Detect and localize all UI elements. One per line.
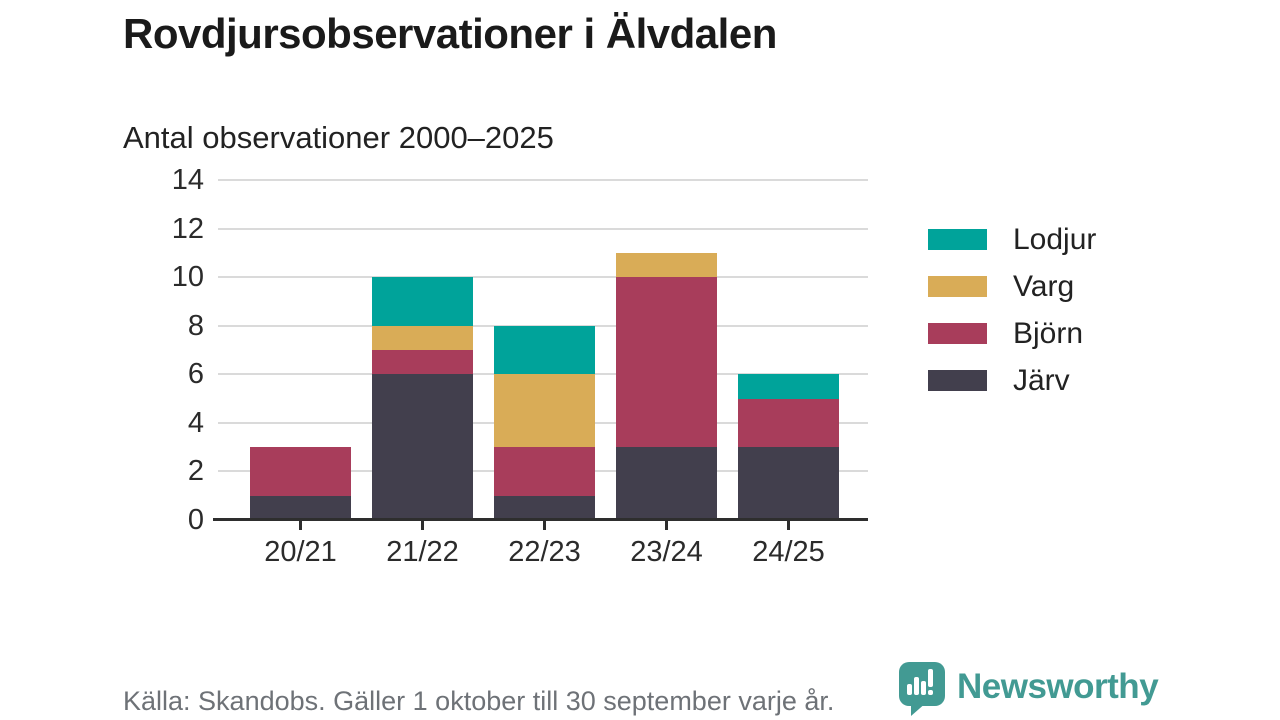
legend-swatch: [928, 229, 987, 250]
x-axis-tick-label: 24/25: [752, 536, 825, 568]
x-axis-line: [213, 518, 868, 521]
x-axis-tick-mark: [299, 520, 302, 530]
bar-segment-björn-22-23: [494, 447, 595, 496]
x-axis-tick-mark: [787, 520, 790, 530]
gridline: [218, 227, 868, 230]
bar-segment-lodjur-21-22: [372, 277, 473, 326]
legend-item-järv: Järv: [928, 363, 1096, 398]
legend-label: Järv: [1013, 363, 1070, 397]
x-axis-tick-label: 20/21: [264, 536, 337, 568]
bar-segment-varg-21-22: [372, 325, 473, 350]
bar-segment-järv-20-21: [250, 495, 351, 520]
x-axis-tick-label: 22/23: [508, 536, 581, 568]
source-note: Källa: Skandobs. Gäller 1 oktober till 3…: [123, 686, 835, 716]
y-axis-tick-label: 8: [187, 309, 204, 342]
gridline: [218, 324, 868, 327]
legend-label: Varg: [1013, 269, 1075, 303]
y-axis-tick-label: 14: [171, 164, 204, 196]
legend-item-björn: Björn: [928, 316, 1096, 351]
gridline: [218, 373, 868, 376]
bar-segment-varg-22-23: [494, 374, 595, 448]
bar-segment-järv-24-25: [738, 447, 839, 520]
y-axis-tick-label: 0: [187, 504, 204, 536]
y-axis-tick-label: 4: [187, 406, 204, 439]
newsworthy-logo-icon: [899, 662, 945, 716]
y-axis-tick-label: 6: [187, 358, 204, 391]
legend-item-lodjur: Lodjur: [928, 222, 1096, 257]
x-axis-tick-label: 21/22: [386, 536, 459, 568]
y-axis-tick-label: 2: [187, 455, 204, 488]
x-axis-tick-label: 23/24: [630, 536, 703, 568]
bar-segment-björn-21-22: [372, 350, 473, 375]
chart-subtitle: Antal observationer 2000–2025: [123, 120, 554, 155]
bar-segment-järv-22-23: [494, 495, 595, 520]
legend-swatch: [928, 323, 987, 344]
legend-label: Lodjur: [1013, 222, 1097, 256]
plot-area: 0 2 4 6 8 10 12 14 20/21 21/22 22/23 23/24 24/25: [172, 165, 868, 568]
bar-segment-lodjur-22-23: [494, 325, 595, 375]
bar-segment-lodjur-24-25: [738, 374, 839, 399]
bar-segment-järv-21-22: [372, 374, 473, 520]
page-title: Rovdjursobservationer i Älvdalen: [123, 10, 777, 57]
bar-segment-björn-23-24: [616, 277, 717, 448]
legend: Lodjur Varg Björn Järv: [928, 222, 1096, 410]
bar-segment-björn-24-25: [738, 398, 839, 448]
y-axis-tick-label: 12: [171, 212, 204, 245]
x-axis-tick-mark: [421, 520, 424, 530]
gridline: [218, 179, 868, 181]
bar-segment-björn-20-21: [250, 447, 351, 496]
bar-segment-järv-23-24: [616, 447, 717, 520]
y-axis-tick-label: 10: [171, 261, 204, 294]
legend-swatch: [928, 370, 987, 391]
x-axis-tick-mark: [665, 520, 668, 530]
legend-swatch: [928, 276, 987, 297]
x-axis-tick-mark: [543, 520, 546, 530]
brand-lockup: Newsworthy: [897, 660, 1159, 718]
gridline: [218, 276, 868, 279]
legend-label: Björn: [1013, 316, 1084, 350]
legend-item-varg: Varg: [928, 269, 1096, 304]
bar-segment-varg-23-24: [616, 252, 717, 278]
brand-name: Newsworthy: [957, 667, 1159, 706]
